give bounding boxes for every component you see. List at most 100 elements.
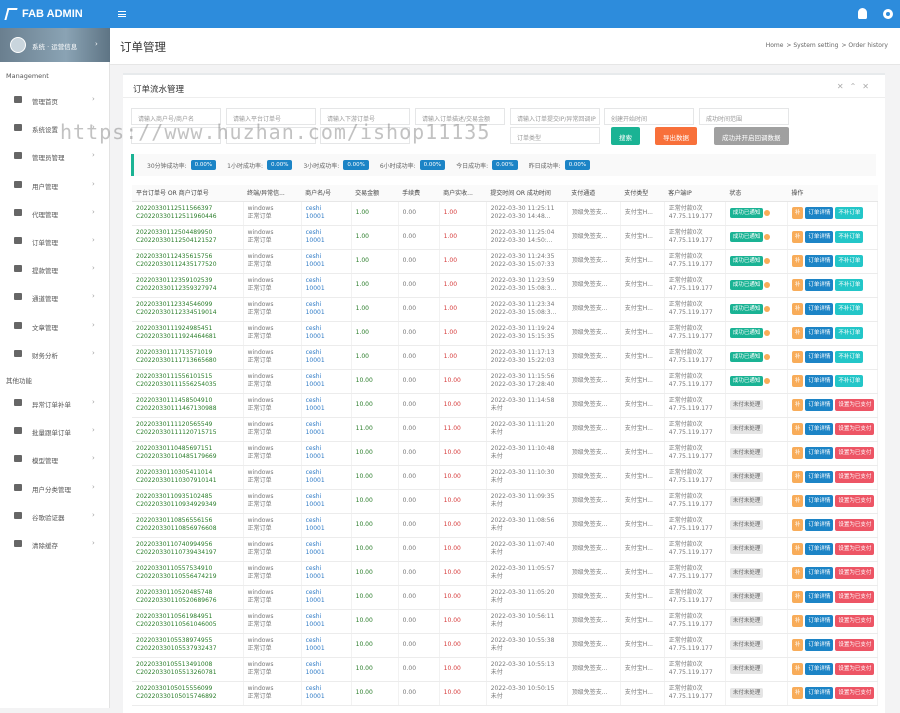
op-button[interactable]: 补 — [791, 351, 804, 363]
filter-input[interactable]: 请输入商户号/商户名 — [131, 108, 221, 125]
button[interactable]: 成功并开启回调数据 — [714, 127, 789, 145]
menu-item[interactable]: 系统设置 › — [0, 117, 110, 139]
op-button[interactable]: 订单详情 — [805, 303, 834, 315]
op-button[interactable]: 订单详情 — [805, 687, 834, 699]
op-button[interactable]: 设置为已支付 — [835, 615, 875, 627]
menu-item[interactable]: 异常订单补单 › — [0, 392, 110, 414]
op-button[interactable]: 不补订单 — [835, 375, 864, 387]
menu-item[interactable]: 清除缓存 › — [0, 533, 110, 555]
op-button[interactable]: 订单详情 — [805, 255, 834, 267]
filter-input[interactable]: 请输入订单提交IP/异常回调IP — [510, 108, 600, 125]
op-button[interactable]: 补 — [791, 663, 804, 675]
menu-item[interactable]: 通道管理 › — [0, 286, 110, 308]
op-button[interactable]: 补 — [791, 639, 804, 651]
op-button[interactable]: 补 — [791, 255, 804, 267]
op-button[interactable]: 补 — [791, 375, 804, 387]
filter-input[interactable]: 请输入下游订单号 — [320, 108, 410, 125]
op-button[interactable]: 补 — [791, 399, 804, 411]
button[interactable]: 搜索 — [611, 127, 640, 145]
filter-input[interactable]: 请输入平台订单号 — [226, 108, 316, 125]
op-button[interactable]: 补 — [791, 591, 804, 603]
op-button[interactable]: 订单详情 — [805, 591, 834, 603]
op-button[interactable]: 补 — [791, 423, 804, 435]
op-button[interactable]: 订单详情 — [805, 543, 834, 555]
menu-item[interactable]: 用户管理 › — [0, 174, 110, 196]
user-block[interactable]: 系统 · 运营信息 › — [0, 28, 110, 62]
op-button[interactable]: 不补订单 — [835, 279, 864, 291]
breadcrumb-item[interactable]: System setting — [786, 42, 838, 49]
op-button[interactable]: 设置为已支付 — [835, 495, 875, 507]
op-button[interactable]: 订单详情 — [805, 639, 834, 651]
op-button[interactable]: 补 — [791, 615, 804, 627]
op-button[interactable]: 补 — [791, 207, 804, 219]
select-input[interactable]: 订单类型 — [510, 127, 600, 144]
op-button[interactable]: 订单详情 — [805, 615, 834, 627]
op-button[interactable]: 不补订单 — [835, 303, 864, 315]
menu-item[interactable]: 管理首页 › — [0, 89, 110, 111]
filter-input[interactable]: 创建开始时间 — [604, 108, 694, 125]
op-button[interactable]: 订单详情 — [805, 327, 834, 339]
menu-item[interactable]: 提款管理 › — [0, 258, 110, 280]
user-icon[interactable] — [858, 8, 867, 19]
op-button[interactable]: 补 — [791, 303, 804, 315]
op-button[interactable]: 设置为已支付 — [835, 543, 875, 555]
filter-input[interactable]: 成功时间范围 — [699, 108, 789, 125]
op-button[interactable]: 不补订单 — [835, 207, 864, 219]
op-button[interactable]: 设置为已支付 — [835, 663, 875, 675]
op-button[interactable]: 设置为已支付 — [835, 639, 875, 651]
select-blank[interactable] — [320, 127, 410, 144]
menu-item[interactable]: 文章管理 › — [0, 315, 110, 337]
op-button[interactable]: 设置为已支付 — [835, 567, 875, 579]
menu-toggle[interactable] — [118, 11, 126, 17]
op-button[interactable]: 补 — [791, 519, 804, 531]
op-button[interactable]: 不补订单 — [835, 255, 864, 267]
op-button[interactable]: 设置为已支付 — [835, 519, 875, 531]
op-button[interactable]: 补 — [791, 231, 804, 243]
menu-item[interactable]: 用户分类管理 › — [0, 477, 110, 499]
menu-item[interactable]: 管理员管理 › — [0, 145, 110, 167]
menu-item[interactable]: 模型管理 › — [0, 448, 110, 470]
op-button[interactable]: 不补订单 — [835, 351, 864, 363]
op-button[interactable]: 设置为已支付 — [835, 471, 875, 483]
op-button[interactable]: 订单详情 — [805, 567, 834, 579]
menu-item[interactable]: 谷歌验证器 › — [0, 505, 110, 527]
op-button[interactable]: 订单详情 — [805, 519, 834, 531]
op-button[interactable]: 订单详情 — [805, 399, 834, 411]
op-button[interactable]: 补 — [791, 687, 804, 699]
op-button[interactable]: 订单详情 — [805, 471, 834, 483]
op-button[interactable]: 补 — [791, 447, 804, 459]
panel-controls[interactable]: ✕⌃✕ — [836, 82, 875, 91]
op-button[interactable]: 补 — [791, 471, 804, 483]
menu-item[interactable]: 财务分析 › — [0, 343, 110, 365]
filter-input[interactable]: 请输入订单描述/交易金额 — [415, 108, 505, 125]
select-blank[interactable] — [131, 127, 221, 144]
op-button[interactable]: 补 — [791, 543, 804, 555]
logo[interactable]: FAB ADMIN — [22, 8, 83, 20]
menu-item[interactable]: 代理管理 › — [0, 202, 110, 224]
op-button[interactable]: 订单详情 — [805, 351, 834, 363]
menu-item[interactable]: 订单管理 › — [0, 230, 110, 252]
op-button[interactable]: 设置为已支付 — [835, 399, 875, 411]
breadcrumb-item[interactable]: Home — [765, 42, 784, 49]
op-button[interactable]: 设置为已支付 — [835, 423, 875, 435]
op-button[interactable]: 订单详情 — [805, 207, 834, 219]
op-button[interactable]: 补 — [791, 567, 804, 579]
button[interactable]: 导出数据 — [655, 127, 697, 145]
op-button[interactable]: 设置为已支付 — [835, 591, 875, 603]
op-button[interactable]: 订单详情 — [805, 375, 834, 387]
op-button[interactable]: 补 — [791, 495, 804, 507]
op-button[interactable]: 订单详情 — [805, 663, 834, 675]
op-button[interactable]: 补 — [791, 327, 804, 339]
op-button[interactable]: 订单详情 — [805, 279, 834, 291]
op-button[interactable]: 订单详情 — [805, 495, 834, 507]
op-button[interactable]: 不补订单 — [835, 327, 864, 339]
select-blank[interactable] — [226, 127, 316, 144]
op-button[interactable]: 设置为已支付 — [835, 447, 875, 459]
op-button[interactable]: 订单详情 — [805, 447, 834, 459]
settings-icon[interactable] — [883, 9, 893, 19]
op-button[interactable]: 订单详情 — [805, 231, 834, 243]
menu-item[interactable]: 批量跟单订单 › — [0, 420, 110, 442]
op-button[interactable]: 设置为已支付 — [835, 687, 875, 699]
op-button[interactable]: 订单详情 — [805, 423, 834, 435]
op-button[interactable]: 不补订单 — [835, 231, 864, 243]
